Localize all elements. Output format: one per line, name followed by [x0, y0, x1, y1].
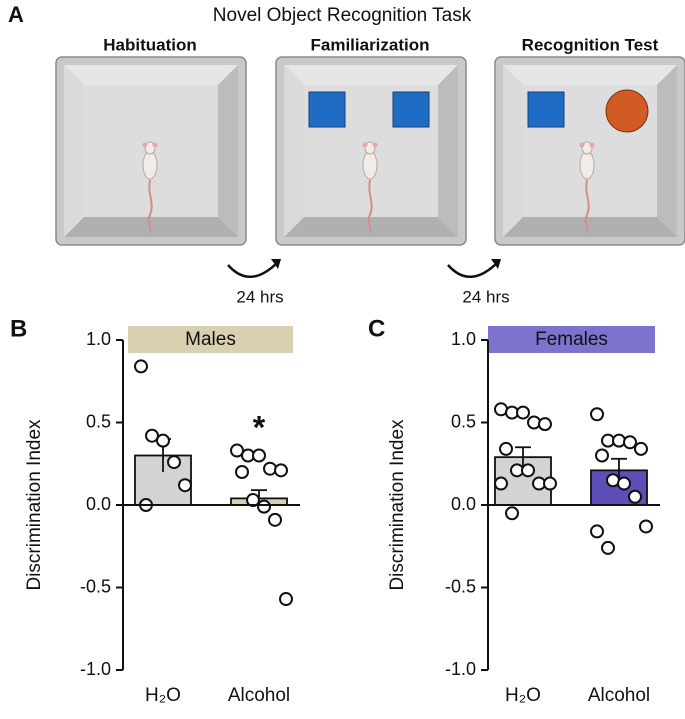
object [392, 91, 430, 128]
data-point [494, 476, 508, 491]
interval-label: 24 hrs [462, 287, 509, 306]
stage-label: Habituation [103, 35, 197, 54]
panel-a: A Novel Object Recognition Task Habituat… [8, 2, 685, 306]
panel-letter: A [8, 2, 24, 27]
y-tick-label: 0.5 [86, 411, 111, 431]
data-point [246, 493, 260, 508]
y-axis-label: Discrimination Index [387, 419, 408, 591]
data-point [499, 441, 513, 456]
significance-marker: * [253, 409, 266, 445]
data-point [178, 478, 192, 493]
data-point [601, 540, 615, 555]
data-point [235, 465, 249, 479]
x-tick-label: H₂O [145, 685, 181, 706]
data-point [521, 463, 535, 478]
data-point [257, 499, 271, 514]
data-point [595, 448, 609, 463]
data-point [505, 506, 519, 521]
data-point [628, 489, 642, 504]
panel: C Females Discrimination Index -1.0 -0.5 0.0 0… [368, 315, 660, 706]
data-point [617, 476, 631, 491]
data-point [145, 428, 159, 443]
object [527, 91, 565, 128]
data-point [543, 476, 557, 491]
data-point [230, 443, 244, 458]
data-point [167, 455, 181, 470]
y-tick-label: 0.0 [86, 494, 111, 514]
data-point [268, 512, 282, 527]
panel-letter: C [368, 315, 385, 342]
data-point [274, 463, 288, 478]
y-tick-label: 1.0 [451, 329, 476, 349]
stage-label: Familiarization [310, 35, 429, 54]
data-point [156, 433, 170, 448]
x-tick-label: Alcohol [588, 685, 650, 706]
data-point [634, 441, 648, 456]
panel: B Males Discrimination Index -1.0 -0.5 0.0 0.5… [10, 315, 300, 706]
y-tick-label: 0.5 [451, 411, 476, 431]
y-tick-label: -0.5 [80, 576, 111, 596]
y-axis-label: Discrimination Index [24, 419, 45, 591]
interval-label: 24 hrs [236, 287, 283, 306]
panel-title: Males [185, 329, 236, 350]
data-point [639, 519, 653, 534]
object [308, 91, 346, 128]
panel-letter: B [10, 315, 27, 342]
novel-object [605, 89, 649, 133]
data-point [279, 592, 293, 607]
data-point [590, 407, 604, 422]
y-tick-label: -1.0 [445, 659, 476, 679]
data-point [538, 417, 552, 432]
y-tick-label: -0.5 [445, 576, 476, 596]
x-tick-label: Alcohol [228, 685, 290, 706]
y-tick-label: -1.0 [80, 659, 111, 679]
stage-label: Recognition Test [522, 35, 659, 54]
data-point [516, 405, 530, 420]
x-tick-label: H₂O [505, 685, 541, 706]
data-point [623, 435, 637, 450]
arrow [447, 261, 499, 279]
y-tick-label: 1.0 [86, 329, 111, 349]
title-box [488, 326, 655, 353]
data-point [590, 524, 604, 539]
y-tick-label: 0.0 [451, 494, 476, 514]
data-point [252, 448, 266, 463]
panel-title: Novel Object Recognition Task [213, 5, 472, 26]
arrow [227, 261, 279, 279]
data-point [134, 359, 148, 374]
title-box [128, 326, 293, 353]
panel-title: Females [535, 329, 608, 350]
